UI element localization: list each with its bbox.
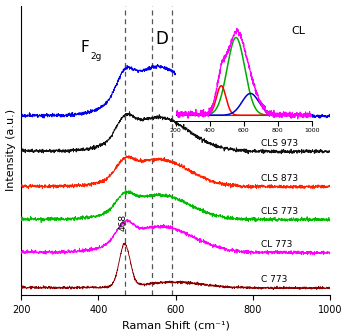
Y-axis label: Intensity (a.u.): Intensity (a.u.) [6,109,16,192]
Text: D: D [156,30,168,48]
Text: C 773: C 773 [261,275,287,284]
Text: CLS 873: CLS 873 [261,174,298,183]
Text: 2g: 2g [91,52,102,61]
Text: 468: 468 [118,213,127,230]
Text: CLS 773: CLS 773 [261,207,298,216]
Text: F: F [81,40,90,55]
Text: CLS 973: CLS 973 [261,139,298,148]
Text: CL 773: CL 773 [261,240,292,249]
Text: CLS 1073: CLS 1073 [261,103,303,113]
X-axis label: Raman Shift (cm⁻¹): Raman Shift (cm⁻¹) [122,321,230,330]
